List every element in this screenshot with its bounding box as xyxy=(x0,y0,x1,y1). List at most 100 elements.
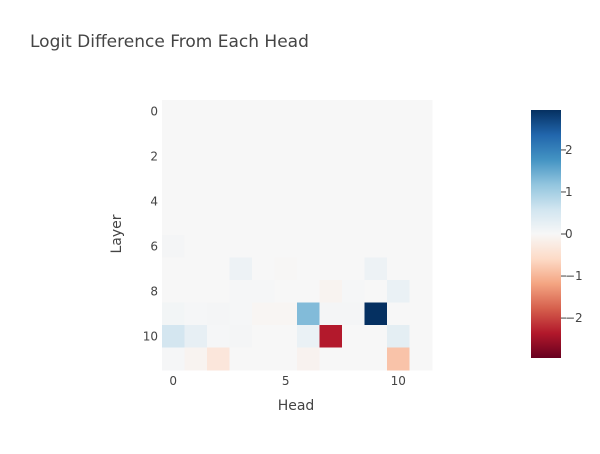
heatmap-cell xyxy=(252,122,275,146)
x-axis-title: Head xyxy=(278,398,315,414)
heatmap-cell xyxy=(297,257,320,281)
heatmap-cell xyxy=(319,190,343,213)
heatmap-cell xyxy=(252,257,275,281)
heatmap-cell xyxy=(184,100,208,123)
heatmap-cell xyxy=(297,190,320,213)
heatmap-cell xyxy=(364,100,388,123)
heatmap-cell xyxy=(184,280,208,303)
y-tick-label: 0 xyxy=(150,104,158,118)
heatmap-cell xyxy=(364,257,388,281)
heatmap-cell xyxy=(274,167,298,191)
heatmap-cell xyxy=(387,235,410,258)
heatmap-cell xyxy=(387,190,410,213)
heatmap-cell xyxy=(184,145,208,168)
heatmap-cell xyxy=(342,325,365,348)
heatmap-cell xyxy=(319,257,343,281)
heatmap-cell xyxy=(364,235,388,258)
heatmap-cell xyxy=(342,302,365,326)
heatmap-cell xyxy=(162,302,185,326)
heatmap-cell xyxy=(162,235,185,258)
y-axis-ticks: 0 2 4 6 8 10 xyxy=(143,104,158,343)
heatmap-cell xyxy=(162,167,185,191)
heatmap-cell xyxy=(297,302,320,326)
heatmap-cell xyxy=(387,257,410,281)
heatmap-cell xyxy=(387,167,410,191)
heatmap-cell xyxy=(184,167,208,191)
heatmap-cell xyxy=(342,212,365,236)
heatmap-cell xyxy=(252,235,275,258)
heatmap-cell xyxy=(364,325,388,348)
heatmap-cell xyxy=(274,100,298,123)
heatmap-cell xyxy=(364,302,388,326)
y-axis-title: Layer xyxy=(109,214,125,253)
heatmap-cell xyxy=(409,190,433,213)
heatmap-cell xyxy=(387,280,410,303)
heatmap-cell xyxy=(184,122,208,146)
heatmap-cell xyxy=(207,190,230,213)
heatmap-cell xyxy=(229,280,253,303)
heatmap-cell xyxy=(409,325,433,348)
x-tick-label: 0 xyxy=(169,374,177,388)
heatmap-cell xyxy=(364,280,388,303)
colorbar-tick-label: −2 xyxy=(565,311,583,325)
heatmap-cell xyxy=(274,257,298,281)
heatmap-cell xyxy=(274,347,298,371)
heatmap-cell xyxy=(229,190,253,213)
heatmap-cell xyxy=(342,235,365,258)
heatmap-cell xyxy=(207,325,230,348)
heatmap-cell xyxy=(207,302,230,326)
heatmap-cell xyxy=(229,100,253,123)
heatmap-cell xyxy=(342,257,365,281)
heatmap-cell xyxy=(229,302,253,326)
heatmap-cell xyxy=(184,257,208,281)
heatmap-cell xyxy=(274,325,298,348)
chart-title: Logit Difference From Each Head xyxy=(30,32,309,52)
heatmap-cell xyxy=(162,100,185,123)
heatmap-cell xyxy=(274,190,298,213)
heatmap-cell xyxy=(387,212,410,236)
heatmap-cell xyxy=(184,302,208,326)
y-tick-label: 8 xyxy=(150,284,158,298)
heatmap-cell xyxy=(274,235,298,258)
heatmap-cell xyxy=(184,235,208,258)
heatmap-cell xyxy=(297,212,320,236)
heatmap-cell xyxy=(297,122,320,146)
heatmap-cell xyxy=(364,190,388,213)
heatmap-cell xyxy=(252,302,275,326)
heatmap-cell xyxy=(252,212,275,236)
heatmap-cell xyxy=(229,122,253,146)
heatmap-cell xyxy=(319,235,343,258)
heatmap-cell xyxy=(342,280,365,303)
heatmap-cell xyxy=(387,145,410,168)
heatmap-cell xyxy=(297,100,320,123)
heatmap-cell xyxy=(409,212,433,236)
heatmap-cell xyxy=(207,257,230,281)
heatmap-cell xyxy=(319,325,343,348)
heatmap-cell xyxy=(207,235,230,258)
heatmap-cell xyxy=(364,122,388,146)
heatmap-cell xyxy=(229,167,253,191)
heatmap-cell xyxy=(319,280,343,303)
heatmap-cell xyxy=(319,302,343,326)
heatmap-cell xyxy=(364,347,388,371)
heatmap-cell xyxy=(364,212,388,236)
heatmap-cell xyxy=(184,347,208,371)
heatmap-cell xyxy=(207,212,230,236)
y-tick-label: 2 xyxy=(150,149,158,163)
heatmap-cell xyxy=(274,145,298,168)
heatmap-cell xyxy=(297,235,320,258)
heatmap-cell xyxy=(409,167,433,191)
heatmap-cell xyxy=(252,325,275,348)
heatmap-cell xyxy=(162,257,185,281)
heatmap-cell xyxy=(229,235,253,258)
heatmap-cell xyxy=(409,347,433,371)
colorbar-tick-label: 0 xyxy=(565,227,573,241)
heatmap-cell xyxy=(409,302,433,326)
heatmap-cell xyxy=(162,190,185,213)
heatmap-cell xyxy=(162,347,185,371)
heatmap-cell xyxy=(252,167,275,191)
heatmap-cell xyxy=(364,145,388,168)
heatmap-cell xyxy=(274,280,298,303)
heatmap-cell xyxy=(409,122,433,146)
